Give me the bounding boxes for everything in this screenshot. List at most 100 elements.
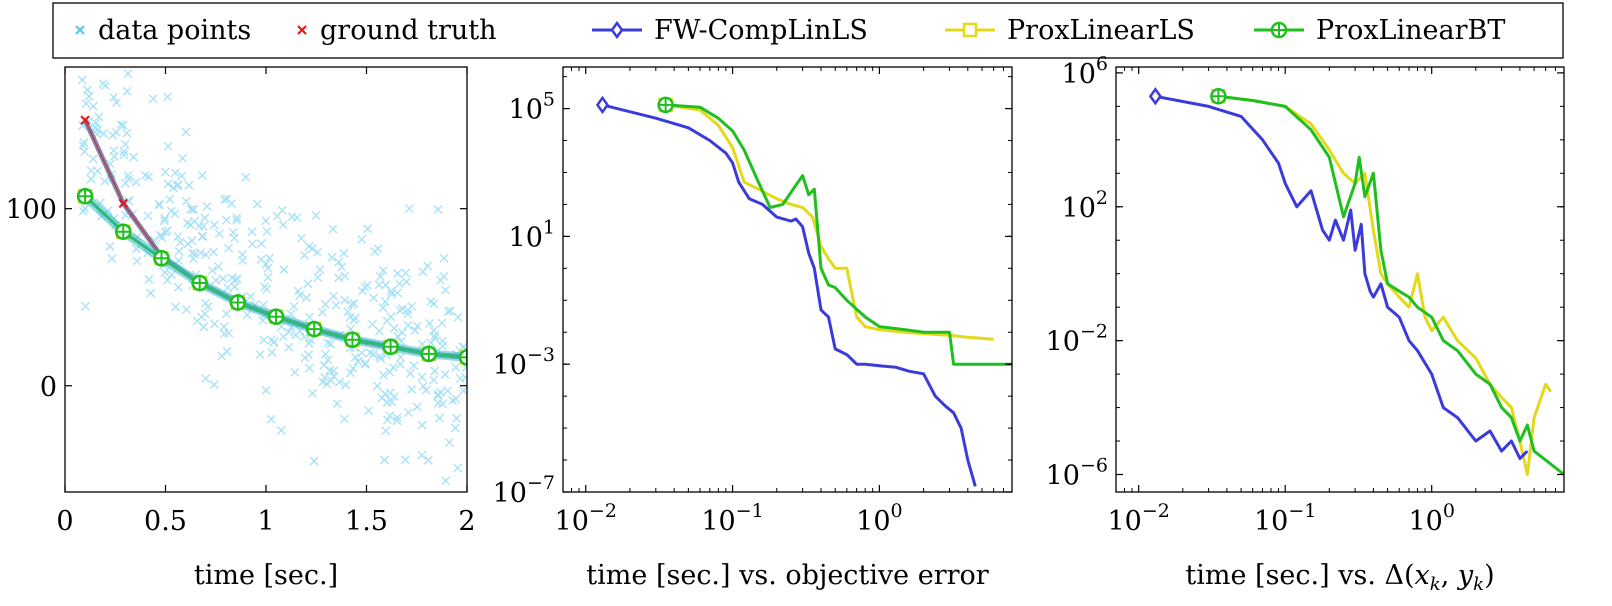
data-point	[393, 331, 402, 341]
data-point	[320, 299, 330, 309]
data-point	[105, 241, 115, 251]
data-point	[232, 274, 242, 284]
proxlinearls-line	[665, 103, 994, 341]
data-point	[211, 275, 221, 285]
data-point	[341, 380, 351, 390]
data-point	[129, 152, 139, 162]
data-point	[200, 213, 210, 223]
data-point	[122, 128, 132, 138]
data-point	[417, 372, 427, 382]
proxlinearbt-marker	[458, 349, 467, 366]
data-point	[88, 154, 98, 164]
data-point	[163, 92, 172, 102]
data-point	[94, 112, 104, 122]
data-point	[184, 180, 194, 190]
data-point	[403, 320, 413, 330]
data-point	[100, 176, 110, 186]
data-point	[186, 205, 196, 214]
panel-scatter-fit: 0 0.5 1 1.5 2 0 100 time [sec.]	[5, 66, 476, 591]
legend: data points ground truth FW-CompLinLS ProxL…	[52, 2, 1564, 59]
data-point	[181, 305, 191, 315]
data-point	[389, 323, 399, 333]
legend-item: ground truth	[297, 15, 496, 46]
data-point	[263, 272, 273, 282]
data-point	[213, 262, 223, 272]
data-point	[378, 370, 388, 380]
data-point	[332, 399, 342, 409]
data-point	[375, 272, 385, 281]
data-point	[261, 216, 271, 226]
data-point	[398, 304, 407, 314]
legend-marker	[1270, 21, 1288, 39]
data-point	[118, 120, 128, 130]
data-point	[120, 139, 130, 149]
data-point	[269, 337, 279, 347]
data-point	[304, 363, 314, 373]
ground-truth-marker	[118, 198, 129, 209]
data-point	[301, 293, 311, 303]
data-point	[263, 263, 273, 273]
y-tick-label: 100	[5, 195, 57, 226]
data-point	[188, 254, 198, 264]
data-point	[392, 288, 402, 298]
data-point	[311, 210, 321, 220]
data-point	[443, 386, 453, 396]
x-axis-label: time [sec.] vs. Δ(xk, yk)	[1185, 560, 1494, 595]
data-point	[368, 349, 378, 359]
legend-marker	[610, 20, 624, 40]
data-point	[189, 216, 199, 226]
data-point	[322, 379, 332, 389]
data-point	[299, 332, 309, 342]
data-point	[171, 302, 180, 312]
data-point	[241, 172, 251, 182]
data-point	[120, 178, 130, 188]
x-tick-label: 100	[856, 500, 902, 537]
data-point	[108, 130, 118, 140]
data-point	[339, 414, 349, 424]
data-point	[173, 180, 183, 190]
data-point	[220, 195, 230, 204]
data-point	[444, 437, 454, 447]
data-point	[400, 455, 410, 465]
y-tick-label: 10−2	[1046, 321, 1108, 358]
data-point	[367, 319, 377, 329]
data-point	[306, 335, 316, 345]
data-point	[300, 250, 310, 260]
data-point	[207, 266, 217, 276]
data-point	[170, 209, 180, 219]
proxlinearbt-marker	[229, 294, 247, 311]
data-point	[175, 237, 185, 247]
data-point	[405, 369, 415, 378]
data-point	[255, 350, 265, 360]
data-point	[439, 253, 449, 263]
legend-item: ProxLinearBT	[1254, 15, 1505, 46]
proxlinearbt-marker	[305, 320, 323, 338]
proxlinearbt-line	[665, 103, 1012, 366]
data-point	[453, 312, 463, 322]
data-point	[230, 233, 240, 243]
data-point	[261, 385, 271, 395]
data-point	[189, 205, 199, 214]
legend-marker	[297, 25, 307, 35]
x-tick-label: 10−2	[555, 500, 617, 537]
data-point	[154, 200, 164, 210]
x-axis-label: time [sec.] vs. objective error	[586, 560, 988, 591]
data-point	[397, 328, 407, 338]
data-point	[163, 179, 173, 189]
y-tick-label: 105	[509, 89, 555, 126]
data-point	[357, 234, 367, 244]
proxlinearbt-marker	[76, 188, 94, 205]
data-point	[392, 416, 402, 426]
data-point	[418, 381, 428, 391]
data-point	[289, 302, 299, 311]
legend-marker	[75, 25, 85, 35]
legend-label: ground truth	[320, 15, 496, 46]
data-point	[320, 372, 330, 382]
data-point	[143, 211, 153, 221]
data-point	[201, 298, 211, 308]
data-point	[452, 413, 461, 423]
data-point	[84, 91, 94, 101]
data-point	[459, 386, 467, 396]
data-point	[433, 205, 443, 214]
data-point	[381, 280, 391, 290]
